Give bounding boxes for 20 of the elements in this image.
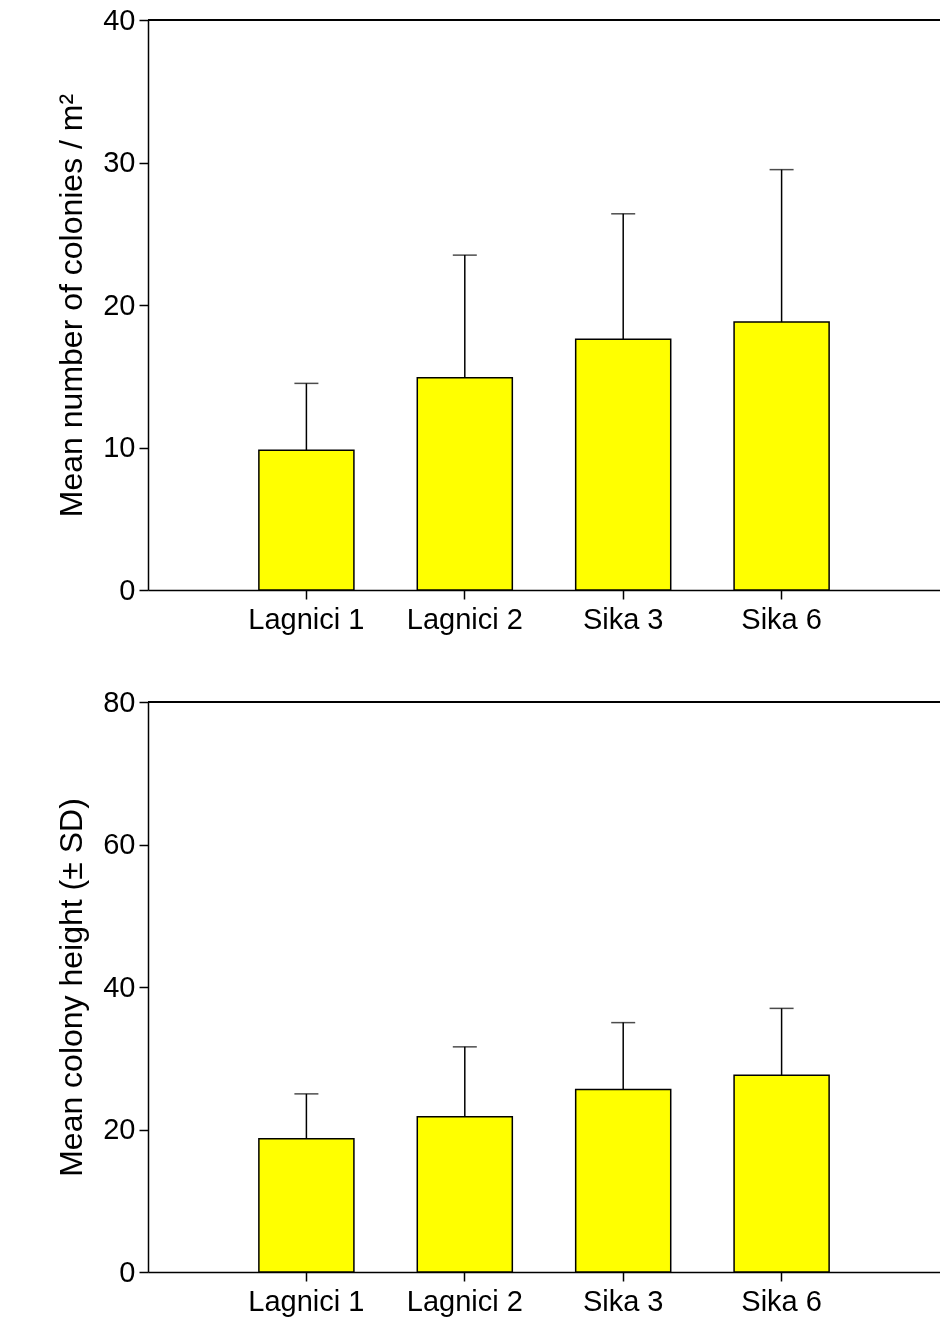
y-tick-label: 0 [119,1255,136,1288]
x-tick-label: Sika 6 [741,602,822,635]
y-tick-label: 40 [103,3,136,36]
x-tick-label: Lagnici 2 [406,1284,523,1317]
y-tick-label: 60 [103,828,136,860]
y-tick-label: 0 [119,573,136,606]
x-tick-label: Lagnici 1 [248,602,365,635]
y-tick-label: 10 [103,431,136,463]
y-tick-label: 80 [103,685,136,718]
x-tick-label: Sika 3 [582,1284,664,1317]
y-tick-label: 20 [103,288,136,321]
x-tick-label: Lagnici 2 [406,602,523,635]
y-tick-label: 20 [103,1113,136,1145]
y-axis-title: Mean colony height (± SD) [53,798,90,1177]
y-tick-label: 30 [103,146,136,178]
x-tick-label: Lagnici 1 [248,1284,365,1317]
x-tick-label: Sika 6 [741,1284,822,1317]
y-axis-title: Mean number of colonies / m² [53,93,90,518]
x-tick-label: Sika 3 [582,602,664,635]
y-tick-label: 40 [103,970,136,1003]
